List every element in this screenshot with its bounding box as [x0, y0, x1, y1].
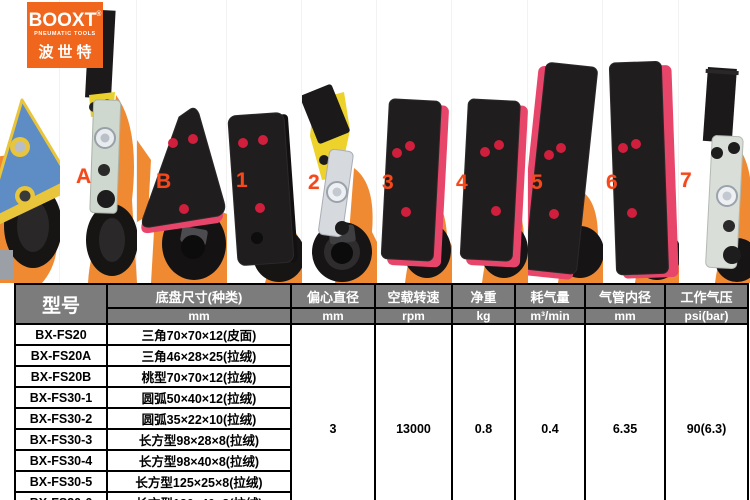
product-photo-1: 1 [227, 0, 302, 283]
unit-net-weight: kg [451, 307, 516, 325]
product-photo-a: A [60, 0, 137, 283]
rect-pad-image [227, 112, 302, 283]
model-cell: BX-FS30-6 [14, 491, 108, 500]
merged-value-cell: 0.8 [451, 323, 516, 500]
col-header-air-consumption: 耗气量 [514, 283, 586, 309]
product-photo-4: 4 [452, 0, 528, 283]
unit-air-consumption: m³/min [514, 307, 586, 325]
registered-mark: ® [96, 11, 102, 18]
col-header-model: 型号 [14, 283, 108, 325]
red-edge-rect-pad-image [459, 98, 528, 283]
pad-label-1: 1 [236, 169, 248, 192]
table-row: BX-FS30-3 长方型98×28×8(拉绒) [14, 428, 748, 451]
col-header-size: 底盘尺寸(种类) [106, 283, 292, 309]
long-red-edge-pad-image [608, 61, 679, 283]
pad-label-6: 6 [606, 171, 618, 194]
unit-eccentric-diameter: mm [290, 307, 376, 325]
blue-triangle-pad-image [0, 98, 60, 283]
brand-name: BOOXT® [28, 10, 102, 31]
unit-hose-diameter: mm [584, 307, 666, 325]
model-cell: BX-FS30-1 [14, 386, 108, 409]
red-edge-rect-pad-image [380, 98, 452, 283]
col-header-net-weight: 净重 [451, 283, 516, 309]
size-cell: 长方型125×25×8(拉绒) [106, 470, 292, 493]
thin-arm-pad-image [702, 66, 750, 283]
size-cell: 三角46×28×25(拉绒) [106, 344, 292, 367]
size-cell: 三角70×70×12(皮面) [106, 323, 292, 346]
product-photo-3: 3 [377, 0, 452, 283]
col-header-working-pressure: 工作气压 [664, 283, 749, 309]
table-row: BX-FS30-4 长方型98×40×8(拉绒) [14, 449, 748, 472]
model-cell: BX-FS20B [14, 365, 108, 388]
model-cell: BX-FS30-3 [14, 428, 108, 451]
product-photo-2: 2 [302, 0, 377, 283]
col-header-eccentric-diameter: 偏心直径 [290, 283, 376, 309]
brand-logo: BOOXT® PNEUMATIC TOOLS 波世特 [27, 2, 103, 68]
table-row: BX-FS20 三角70×70×12(皮面) 3 13000 0.8 0.4 6.35 90(… [14, 323, 749, 500]
unit-no-load-speed: rpm [374, 307, 453, 325]
col-header-hose-diameter: 气管内径 [584, 283, 666, 309]
merged-value-cell: 90(6.3) [664, 323, 749, 500]
merged-value-cell: 6.35 [584, 323, 666, 500]
product-photo-6: 6 [603, 0, 679, 283]
pad-label-4: 4 [456, 171, 468, 194]
unit-working-pressure: psi(bar) [664, 307, 749, 325]
brand-tagline: PNEUMATIC TOOLS [34, 31, 96, 37]
spec-table-header: 型号 底盘尺寸(种类) 偏心直径 空载转速 净重 耗气量 气管内径 工作气压 m… [14, 283, 749, 325]
yellow-arm-pad-image [302, 84, 377, 283]
product-photo-b: B [137, 0, 227, 283]
pad-label-a: A [76, 165, 92, 188]
model-cell: BX-FS30-2 [14, 407, 108, 430]
product-photo-strip: A B [0, 0, 750, 283]
table-row: BX-FS30-2 圆弧35×22×10(拉绒) [14, 407, 748, 430]
product-photo-7: 7 [679, 0, 750, 283]
brand-chinese-name: 波世特 [38, 44, 96, 61]
size-cell: 圆弧35×22×10(拉绒) [106, 407, 292, 430]
merged-value-cell: 3 [290, 323, 376, 500]
pad-label-5: 5 [531, 171, 543, 194]
size-cell: 长方型98×28×8(拉绒) [106, 428, 292, 451]
col-header-no-load-speed: 空载转速 [374, 283, 453, 309]
table-row: BX-FS30-5 长方型125×25×8(拉绒) [14, 470, 748, 493]
spec-table-body: BX-FS20 三角70×70×12(皮面) 3 13000 0.8 0.4 6.35 90(… [14, 323, 749, 500]
table-row: BX-FS30-6长方型120×40×8(拉绒) [14, 491, 748, 500]
triangle-pad-image [137, 107, 227, 283]
pad-label-3: 3 [382, 171, 394, 194]
model-cell: BX-FS20A [14, 344, 108, 367]
long-red-edge-pad-image [528, 62, 603, 283]
model-cell: BX-FS20 [14, 323, 108, 346]
unit-size: mm [106, 307, 292, 325]
table-row: BX-FS20B 桃型70×70×12(拉绒) [14, 365, 748, 388]
size-cell: 长方型120×40×8(拉绒) [106, 491, 292, 500]
pad-label-b: B [156, 170, 172, 193]
spec-table: 型号 底盘尺寸(种类) 偏心直径 空载转速 净重 耗气量 气管内径 工作气压 m… [14, 283, 749, 500]
narrow-arm-pad-image [85, 9, 137, 283]
merged-value-cell: 0.4 [514, 323, 586, 500]
size-cell: 长方型98×40×8(拉绒) [106, 449, 292, 472]
size-cell: 圆弧50×40×12(拉绒) [106, 386, 292, 409]
merged-value-cell: 13000 [374, 323, 453, 500]
pad-label-7: 7 [680, 169, 692, 192]
pad-label-2: 2 [308, 171, 320, 194]
table-row: BX-FS30-1 圆弧50×40×12(拉绒) [14, 386, 748, 409]
model-cell: BX-FS30-4 [14, 449, 108, 472]
product-photo-5: 5 [528, 0, 603, 283]
size-cell: 桃型70×70×12(拉绒) [106, 365, 292, 388]
table-row: BX-FS20A 三角46×28×25(拉绒) [14, 344, 748, 367]
model-cell: BX-FS30-5 [14, 470, 108, 493]
